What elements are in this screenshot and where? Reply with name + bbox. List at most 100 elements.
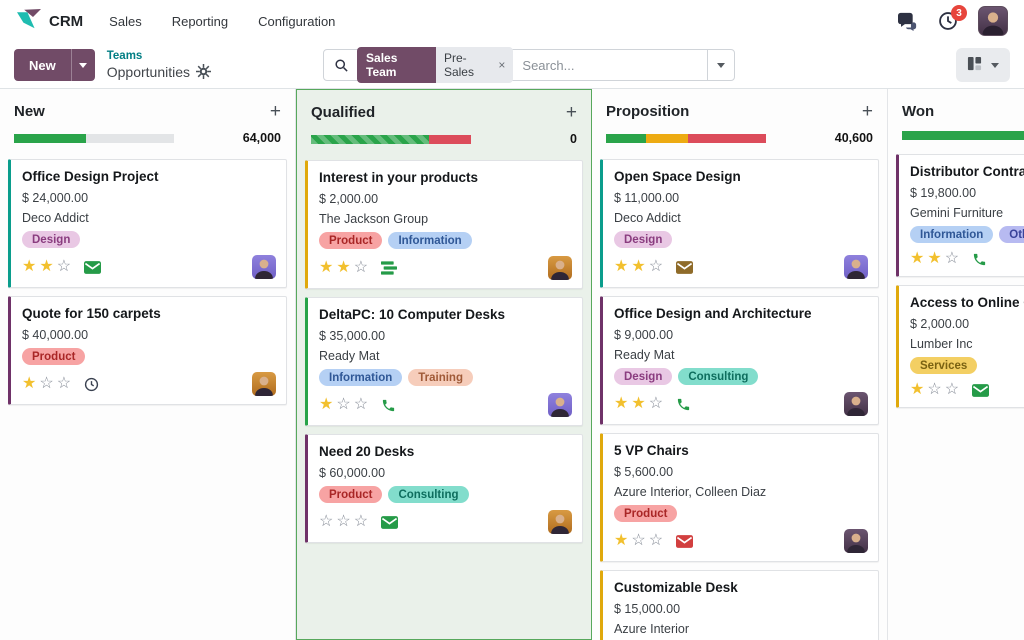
progress-segment[interactable] [311, 134, 430, 144]
priority-star-filled[interactable]: ★ [319, 259, 334, 276]
card-assignee-avatar[interactable] [844, 392, 868, 416]
menu-sales[interactable]: Sales [109, 13, 142, 29]
card-activity-envelope-icon[interactable] [381, 515, 399, 529]
card-activity-clock-icon[interactable] [84, 377, 102, 392]
tag-product: Product [319, 232, 383, 249]
search-input[interactable] [513, 57, 708, 73]
card-footer: ★ ☆ ☆ [319, 393, 572, 417]
column-add-button[interactable]: + [565, 102, 577, 123]
priority-star-empty[interactable]: ☆ [648, 395, 664, 412]
opportunity-card[interactable]: Interest in your products $ 2,000.00 The… [305, 160, 583, 289]
card-activity-envelope-icon[interactable] [676, 260, 694, 274]
menu-reporting[interactable]: Reporting [171, 13, 229, 29]
card-assignee-avatar[interactable] [548, 510, 572, 534]
priority-star-filled[interactable]: ★ [319, 396, 334, 413]
priority-star-filled[interactable]: ★ [614, 258, 629, 275]
card-assignee-avatar[interactable] [844, 529, 868, 553]
column-title[interactable]: Won [902, 103, 935, 120]
messages-icon[interactable] [897, 12, 918, 31]
priority-star-filled[interactable]: ★ [336, 259, 351, 276]
opportunity-card[interactable]: Access to Online C $ 2,000.00 Lumber Inc… [896, 285, 1024, 408]
app-brand[interactable]: CRM [16, 9, 83, 33]
column-count: 64,000 [242, 131, 281, 145]
opportunity-card[interactable]: Distributor Contra $ 19,800.00 Gemini Fu… [896, 154, 1024, 277]
app-name[interactable]: CRM [49, 12, 84, 30]
progress-segment[interactable] [606, 133, 646, 143]
column-title[interactable]: Proposition [606, 103, 690, 120]
priority-star-filled[interactable]: ★ [22, 375, 37, 392]
menu-configuration[interactable]: Configuration [258, 13, 336, 29]
breadcrumb-teams-link[interactable]: Teams [106, 50, 143, 63]
new-button[interactable]: New [14, 49, 71, 81]
priority-star-empty[interactable]: ☆ [319, 513, 334, 530]
priority-star-empty[interactable]: ☆ [353, 259, 369, 276]
priority-star-filled[interactable]: ★ [910, 250, 925, 267]
card-assignee-avatar[interactable] [844, 255, 868, 279]
column-progressbar[interactable] [606, 133, 766, 143]
priority-star-filled[interactable]: ★ [631, 258, 646, 275]
opportunity-card[interactable]: Office Design and Architecture $ 9,000.0… [600, 296, 879, 425]
progress-segment[interactable] [902, 131, 1024, 140]
priority-star-filled[interactable]: ★ [927, 250, 942, 267]
view-switcher-button[interactable] [956, 48, 1010, 82]
column-add-button[interactable]: + [861, 101, 873, 122]
progress-segment[interactable] [429, 134, 471, 144]
opportunity-card[interactable]: Customizable Desk $ 15,000.00 Azure Inte… [600, 570, 879, 640]
priority-star-filled[interactable]: ★ [631, 395, 646, 412]
priority-star-empty[interactable]: ☆ [353, 396, 369, 413]
priority-star-empty[interactable]: ☆ [39, 375, 54, 392]
gear-icon[interactable] [196, 64, 212, 80]
priority-star-empty[interactable]: ☆ [648, 258, 664, 275]
priority-star-filled[interactable]: ★ [614, 395, 629, 412]
card-assignee-avatar[interactable] [548, 256, 572, 280]
priority-star-empty[interactable]: ☆ [927, 381, 942, 398]
progress-segment[interactable] [687, 133, 766, 143]
column-title[interactable]: New [14, 103, 45, 120]
search-icon [334, 58, 349, 73]
column-progressbar[interactable] [311, 134, 471, 144]
card-activity-envelope-icon[interactable] [676, 534, 694, 548]
tag-information: Information [319, 369, 403, 386]
priority-star-empty[interactable]: ☆ [648, 532, 664, 549]
priority-star-filled[interactable]: ★ [22, 258, 37, 275]
column-progressbar[interactable] [902, 131, 1024, 140]
user-avatar[interactable] [978, 6, 1008, 36]
opportunity-card[interactable]: Open Space Design $ 11,000.00 Deco Addic… [600, 159, 879, 288]
kanban-board: New + 64,000 Office Design Project $ 24,… [0, 88, 1024, 640]
priority-star-empty[interactable]: ☆ [336, 396, 351, 413]
card-assignee-avatar[interactable] [548, 393, 572, 417]
card-activity-phone-icon[interactable] [972, 252, 990, 267]
progress-segment[interactable] [646, 133, 688, 143]
priority-star-filled[interactable]: ★ [910, 381, 925, 398]
priority-star-filled[interactable]: ★ [614, 532, 629, 549]
new-split-button: New [14, 49, 95, 81]
priority-star-empty[interactable]: ☆ [56, 375, 72, 392]
card-assignee-avatar[interactable] [252, 255, 276, 279]
activities-clock-icon[interactable]: 3 [938, 5, 967, 31]
card-activity-envelope-icon[interactable] [84, 260, 102, 274]
priority-star-empty[interactable]: ☆ [56, 258, 72, 275]
opportunity-card[interactable]: Quote for 150 carpets $ 40,000.00 Produc… [8, 296, 287, 405]
column-progressbar[interactable] [14, 133, 174, 143]
priority-star-empty[interactable]: ☆ [944, 381, 960, 398]
opportunity-card[interactable]: DeltaPC: 10 Computer Desks $ 35,000.00 R… [305, 297, 583, 426]
column-add-button[interactable]: + [269, 101, 281, 122]
card-activity-envelope-icon[interactable] [972, 383, 990, 397]
card-activity-phone-icon[interactable] [676, 397, 694, 412]
opportunity-card[interactable]: 5 VP Chairs $ 5,600.00 Azure Interior, C… [600, 433, 879, 562]
column-title[interactable]: Qualified [311, 104, 376, 121]
card-activity-phone-icon[interactable] [381, 398, 399, 413]
search-dropdown-toggle[interactable] [707, 50, 734, 80]
opportunity-card[interactable]: Need 20 Desks $ 60,000.00 Product Consult… [305, 434, 583, 543]
progress-segment[interactable] [14, 133, 86, 143]
priority-star-empty[interactable]: ☆ [631, 532, 646, 549]
priority-star-empty[interactable]: ☆ [944, 250, 960, 267]
card-activity-list-icon[interactable] [381, 261, 399, 275]
priority-star-empty[interactable]: ☆ [336, 513, 351, 530]
priority-star-empty[interactable]: ☆ [353, 513, 369, 530]
priority-star-filled[interactable]: ★ [39, 258, 54, 275]
facet-remove-icon[interactable]: × [498, 58, 506, 72]
card-assignee-avatar[interactable] [252, 372, 276, 396]
new-button-caret[interactable] [70, 49, 95, 81]
opportunity-card[interactable]: Office Design Project $ 24,000.00 Deco A… [8, 159, 287, 288]
